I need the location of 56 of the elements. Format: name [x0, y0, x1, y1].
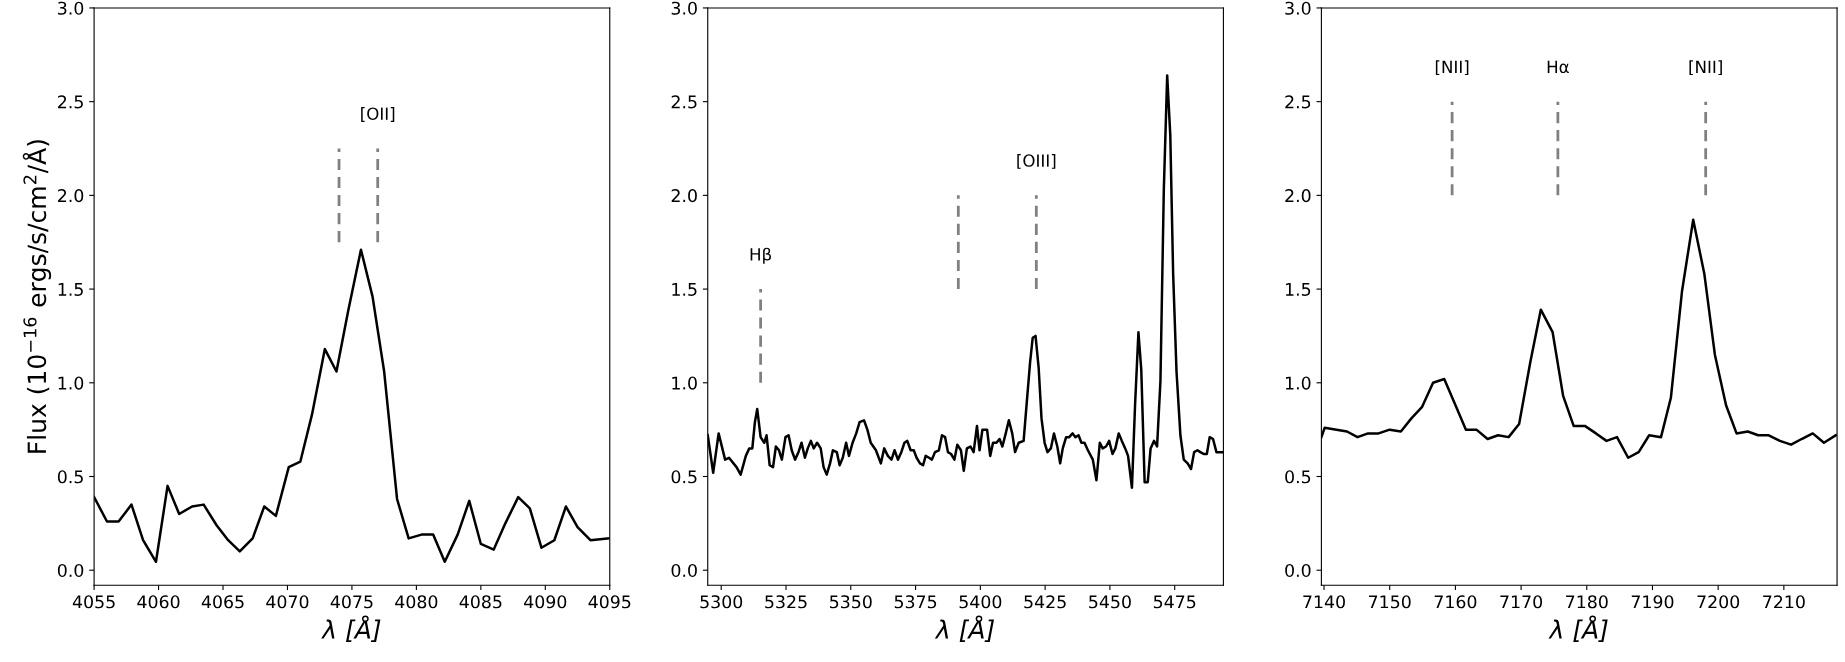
y-tick-label: 1.0: [1285, 376, 1311, 390]
x-tick-label: 4075: [330, 595, 373, 609]
y-axis-title: Flux (10$^{−16}$ ergs/s/cm$^{2}$/Å): [22, 140, 52, 453]
annotation: [OII]: [361, 107, 395, 122]
y-tick-label: 0.5: [1285, 470, 1311, 484]
x-tick-label: 4090: [524, 595, 567, 609]
y-tick-label: 2.5: [1285, 95, 1311, 109]
x-tick-label: 4060: [137, 595, 180, 609]
x-tick-label: 5450: [1089, 595, 1131, 609]
x-tick-label: 5300: [700, 595, 743, 609]
y-tick-label: 3.0: [1285, 1, 1311, 15]
x-tick-label: 7180: [1566, 595, 1608, 609]
annotation: [NII]: [1689, 60, 1722, 76]
y-tick-label: 1.0: [672, 376, 697, 390]
y-tick-label: 3.0: [671, 1, 697, 15]
y-tick-label: 2.5: [58, 95, 83, 109]
x-tick-label: 7210: [1763, 595, 1805, 609]
y-tick-label: 0.5: [57, 470, 83, 484]
x-tick-label: 7170: [1500, 595, 1543, 609]
annotation: Hβ: [750, 247, 771, 264]
x-axis-title: λ [Å]: [1548, 615, 1608, 642]
x-tick-label: 4080: [395, 595, 438, 609]
x-tick-label: 5475: [1153, 595, 1196, 609]
annotation: [NII]: [1435, 60, 1469, 76]
y-tick-label: 1.5: [672, 283, 697, 296]
annotation: [OIII]: [1017, 153, 1056, 169]
x-tick-label: 4065: [201, 595, 244, 609]
y-tick-label: 0.0: [57, 563, 84, 578]
x-axis-title: λ [Å]: [321, 615, 381, 642]
x-tick-label: 5425: [1024, 595, 1066, 609]
y-tick-label: 3.0: [58, 1, 84, 15]
y-tick-label: 2.0: [58, 189, 84, 203]
y-tick-label: 2.0: [1285, 189, 1311, 203]
y-tick-label: 0.0: [671, 563, 697, 578]
x-tick-label: 5350: [830, 595, 872, 609]
x-axis-title: λ [Å]: [934, 615, 995, 642]
x-tick-label: 5375: [894, 595, 937, 609]
x-tick-label: 5400: [959, 595, 1002, 609]
y-tick-label: 1.0: [58, 376, 84, 390]
x-tick-label: 4095: [588, 595, 631, 609]
y-tick-label: 2.0: [671, 189, 697, 203]
x-tick-label: 4055: [72, 595, 115, 609]
x-tick-label: 7200: [1697, 595, 1740, 609]
x-tick-label: 7140: [1303, 595, 1345, 609]
y-tick-label: 1.5: [1285, 283, 1311, 296]
x-tick-label: 7190: [1631, 595, 1674, 609]
y-tick-label: 0.5: [671, 470, 697, 484]
y-tick-label: 1.5: [58, 283, 83, 296]
x-tick-label: 4070: [266, 595, 309, 609]
annotation: Hα: [1547, 60, 1569, 74]
y-tick-label: 2.5: [671, 95, 697, 109]
x-tick-label: 5325: [765, 595, 807, 609]
x-tick-label: 7160: [1434, 595, 1477, 609]
x-tick-label: 4085: [459, 595, 502, 609]
y-tick-label: 0.0: [1285, 563, 1311, 578]
x-tick-label: 7150: [1369, 595, 1411, 609]
